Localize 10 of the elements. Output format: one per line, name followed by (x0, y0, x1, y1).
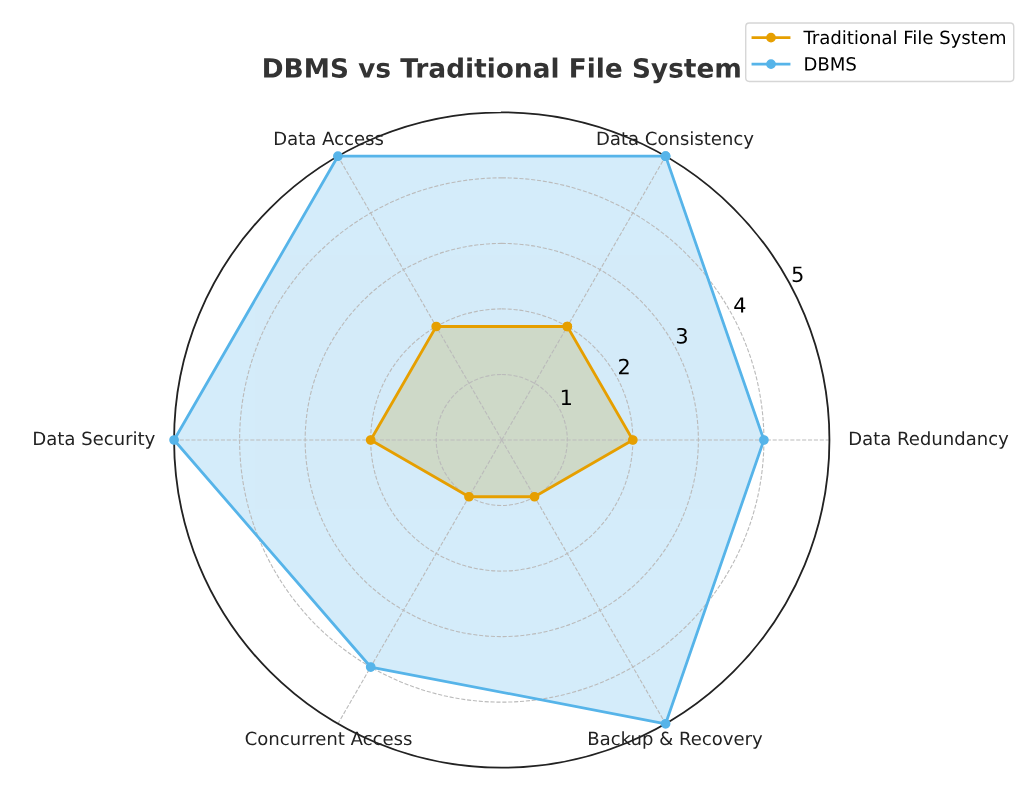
y-tick-label: 4 (734, 297, 746, 313)
y-tick-label: 3 (676, 327, 687, 344)
y-tick-label: 1 (561, 389, 571, 405)
text: DBMS vs Traditional File System (264, 57, 740, 84)
legend-label: DBMS (805, 57, 856, 71)
spoke-label: Data Security (34, 431, 155, 449)
spoke-label: Data Redundancy (849, 431, 1009, 449)
y-tick-label: 2 (619, 358, 629, 375)
legend-label: Traditional File System (803, 30, 1005, 48)
y-tick-label: 5 (792, 266, 803, 283)
